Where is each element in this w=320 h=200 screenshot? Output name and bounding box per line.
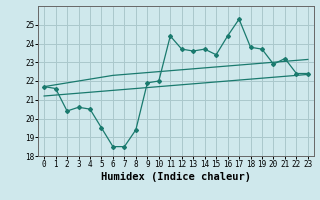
X-axis label: Humidex (Indice chaleur): Humidex (Indice chaleur) [101, 172, 251, 182]
